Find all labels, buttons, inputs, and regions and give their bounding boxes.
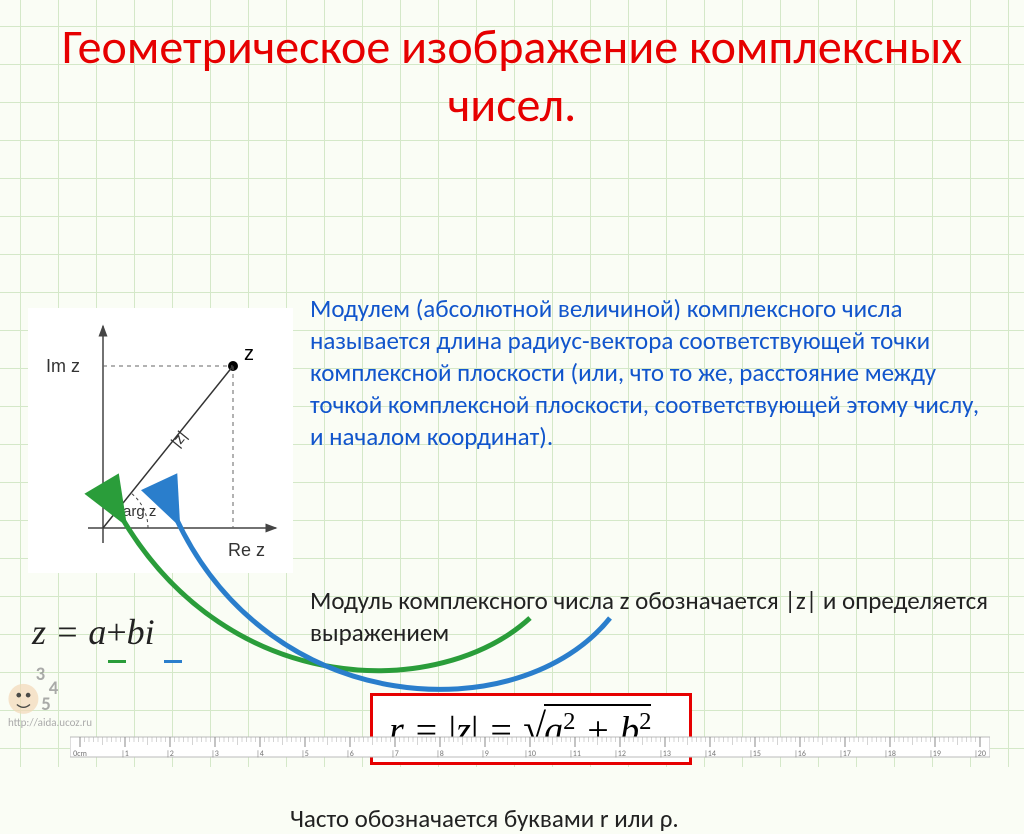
svg-text:|13: |13 bbox=[659, 749, 671, 759]
angle-label: arg z bbox=[123, 503, 156, 520]
ruler-decoration: 0cm |1 |2 |3 |4 |5 |6 |7 |8 |9 |10 |11 |12 |13 |14 |15 |… bbox=[70, 733, 990, 761]
formula-eq: = bbox=[46, 612, 88, 652]
y-axis-label: Im z bbox=[46, 356, 80, 376]
svg-text:0cm: 0cm bbox=[73, 749, 87, 759]
svg-text:|4: |4 bbox=[256, 749, 264, 759]
formula-b: b bbox=[127, 612, 145, 652]
formula-i: i bbox=[145, 612, 155, 652]
svg-text:|5: |5 bbox=[301, 749, 309, 759]
formula-z-lhs: z bbox=[32, 612, 46, 652]
svg-text:|7: |7 bbox=[391, 749, 399, 759]
radius-label: |z| bbox=[168, 428, 191, 451]
svg-text:3: 3 bbox=[36, 663, 46, 686]
point-label: z bbox=[244, 343, 254, 365]
svg-text:|1: |1 bbox=[121, 749, 129, 759]
complex-plane-diagram: Im z Re z z |z| arg z bbox=[28, 308, 293, 573]
svg-text:|3: |3 bbox=[211, 749, 219, 759]
formula-z-equals-a-plus-bi: z = a+bi bbox=[32, 611, 155, 653]
svg-text:|12: |12 bbox=[614, 749, 626, 759]
svg-text:|9: |9 bbox=[481, 749, 489, 759]
underline-marker-a bbox=[108, 649, 126, 663]
watermark-url: http://aida.ucoz.ru bbox=[8, 716, 92, 729]
svg-text:5: 5 bbox=[41, 693, 51, 716]
slide-title: Геометрическое изображение комплексных ч… bbox=[0, 0, 1024, 143]
underline-marker-b bbox=[164, 649, 182, 663]
bottom-remark: Часто обозначается буквами r или ρ. bbox=[290, 803, 679, 834]
svg-text:|19: |19 bbox=[929, 749, 941, 759]
notation-paragraph: Модуль комплексного числа z обозначается… bbox=[310, 585, 990, 649]
svg-text:|11: |11 bbox=[569, 749, 581, 759]
x-axis-label: Re z bbox=[228, 540, 265, 560]
svg-text:|18: |18 bbox=[884, 749, 896, 759]
svg-text:|17: |17 bbox=[839, 749, 851, 759]
formula-plus: + bbox=[106, 612, 126, 652]
svg-text:|15: |15 bbox=[749, 749, 761, 759]
svg-text:|16: |16 bbox=[794, 749, 806, 759]
definition-paragraph: Модулем (абсолютной величиной) комплексн… bbox=[310, 293, 990, 453]
svg-text:|14: |14 bbox=[704, 749, 716, 759]
svg-text:|20: |20 bbox=[974, 749, 986, 759]
svg-text:|2: |2 bbox=[166, 749, 174, 759]
formula-a: a bbox=[88, 612, 106, 652]
svg-text:|8: |8 bbox=[436, 749, 444, 759]
svg-text:|6: |6 bbox=[346, 749, 354, 759]
svg-text:|10: |10 bbox=[524, 749, 536, 759]
